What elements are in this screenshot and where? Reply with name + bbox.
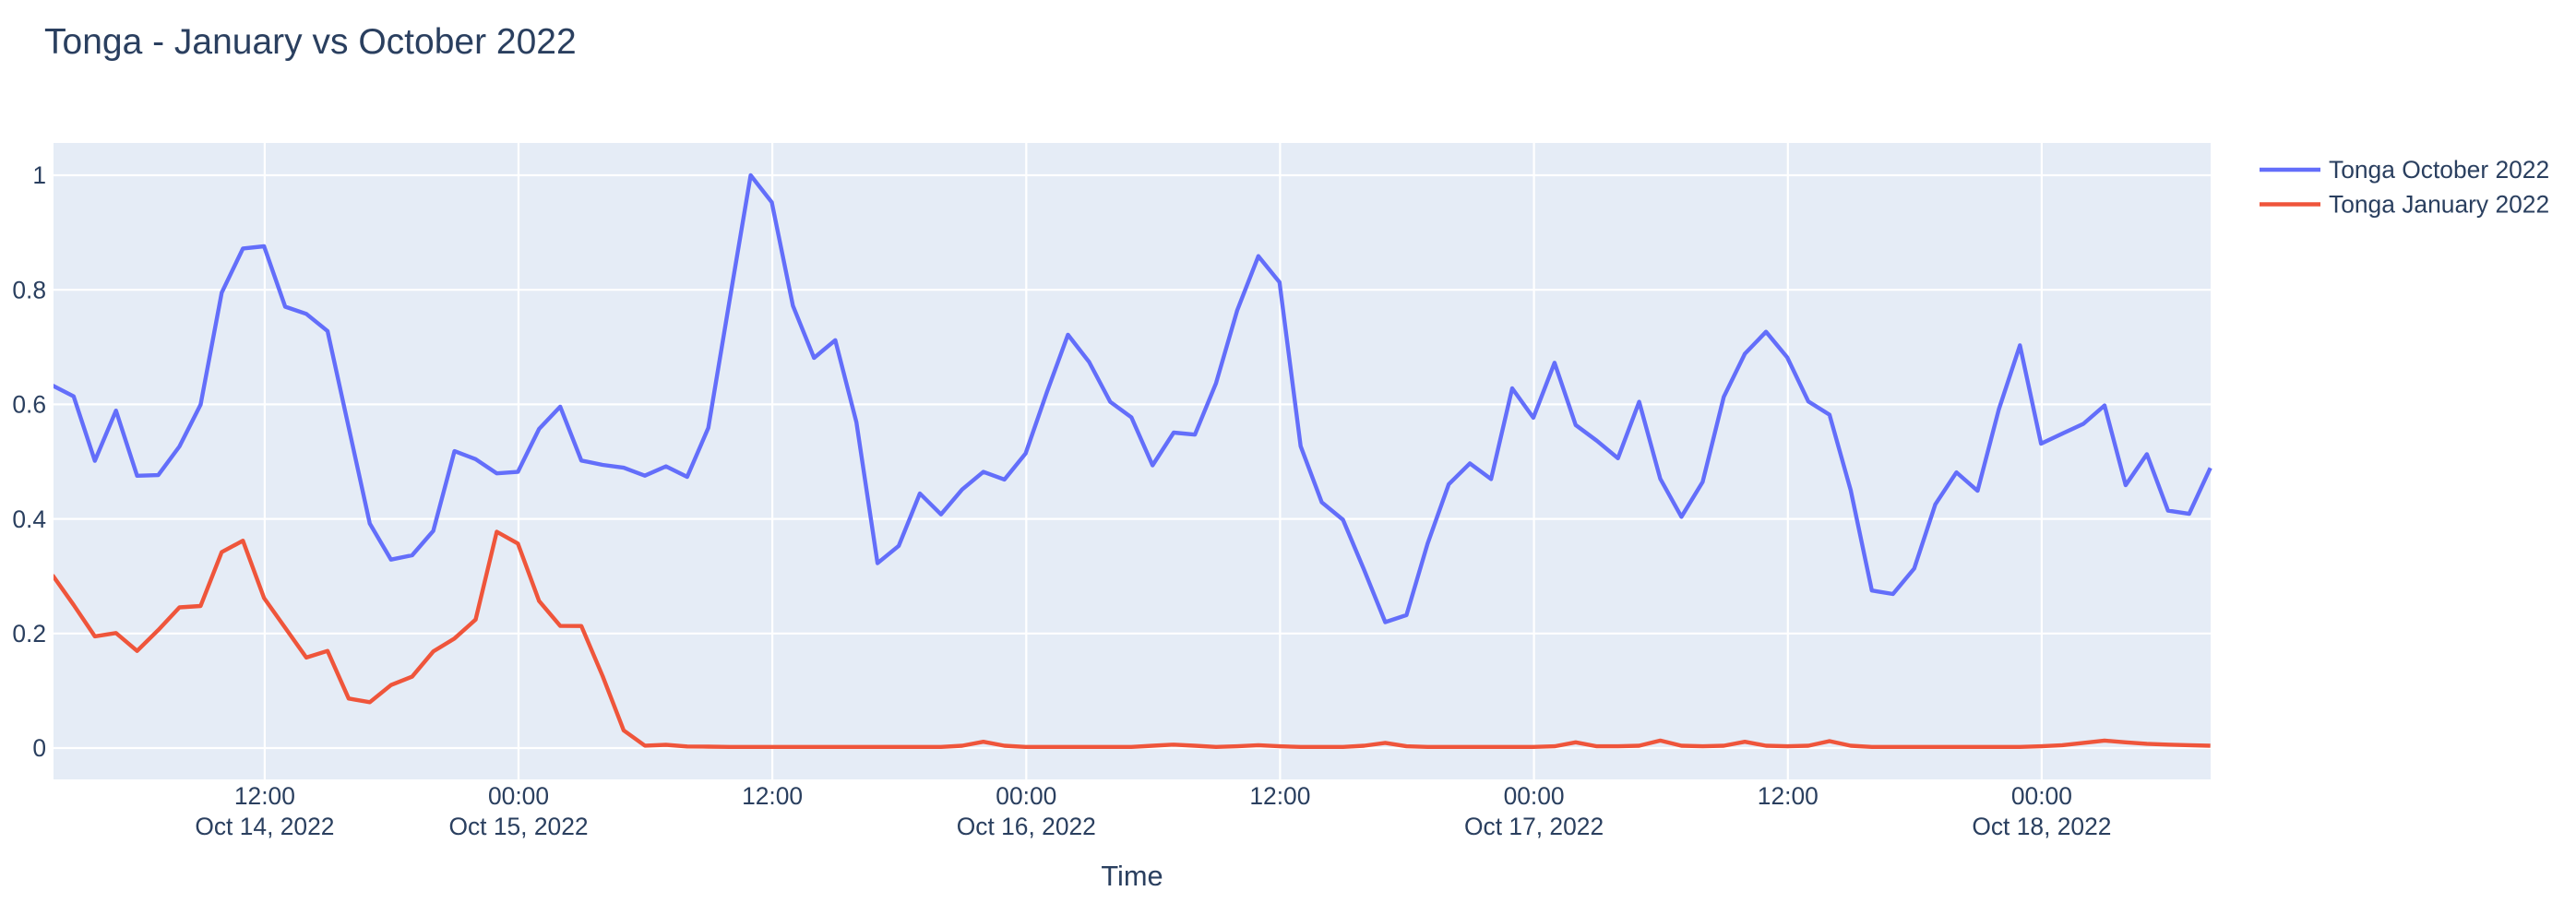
svg-text:Oct 15, 2022: Oct 15, 2022	[448, 813, 588, 840]
svg-text:Tonga - January vs October 202: Tonga - January vs October 2022	[44, 22, 577, 62]
svg-text:0.4: 0.4	[12, 505, 46, 533]
svg-text:Oct 18, 2022: Oct 18, 2022	[1972, 813, 2111, 840]
svg-text:Oct 16, 2022: Oct 16, 2022	[957, 813, 1096, 840]
svg-text:1: 1	[32, 161, 46, 189]
svg-text:00:00: 00:00	[2011, 782, 2072, 810]
svg-text:Tonga October 2022: Tonga October 2022	[2329, 156, 2549, 184]
svg-text:00:00: 00:00	[1504, 782, 1565, 810]
svg-text:12:00: 12:00	[234, 782, 295, 810]
svg-text:0.6: 0.6	[12, 391, 46, 419]
svg-text:00:00: 00:00	[488, 782, 549, 810]
svg-text:Tonga January 2022: Tonga January 2022	[2329, 191, 2549, 219]
svg-text:Oct 17, 2022: Oct 17, 2022	[1464, 813, 1604, 840]
svg-text:12:00: 12:00	[1758, 782, 1819, 810]
svg-text:Time: Time	[1101, 860, 1163, 892]
svg-text:0: 0	[32, 734, 46, 762]
svg-text:12:00: 12:00	[1249, 782, 1310, 810]
svg-text:0.2: 0.2	[12, 620, 46, 648]
svg-text:12:00: 12:00	[742, 782, 803, 810]
svg-text:Oct 14, 2022: Oct 14, 2022	[195, 813, 334, 840]
svg-text:00:00: 00:00	[996, 782, 1056, 810]
svg-text:0.8: 0.8	[12, 276, 46, 303]
